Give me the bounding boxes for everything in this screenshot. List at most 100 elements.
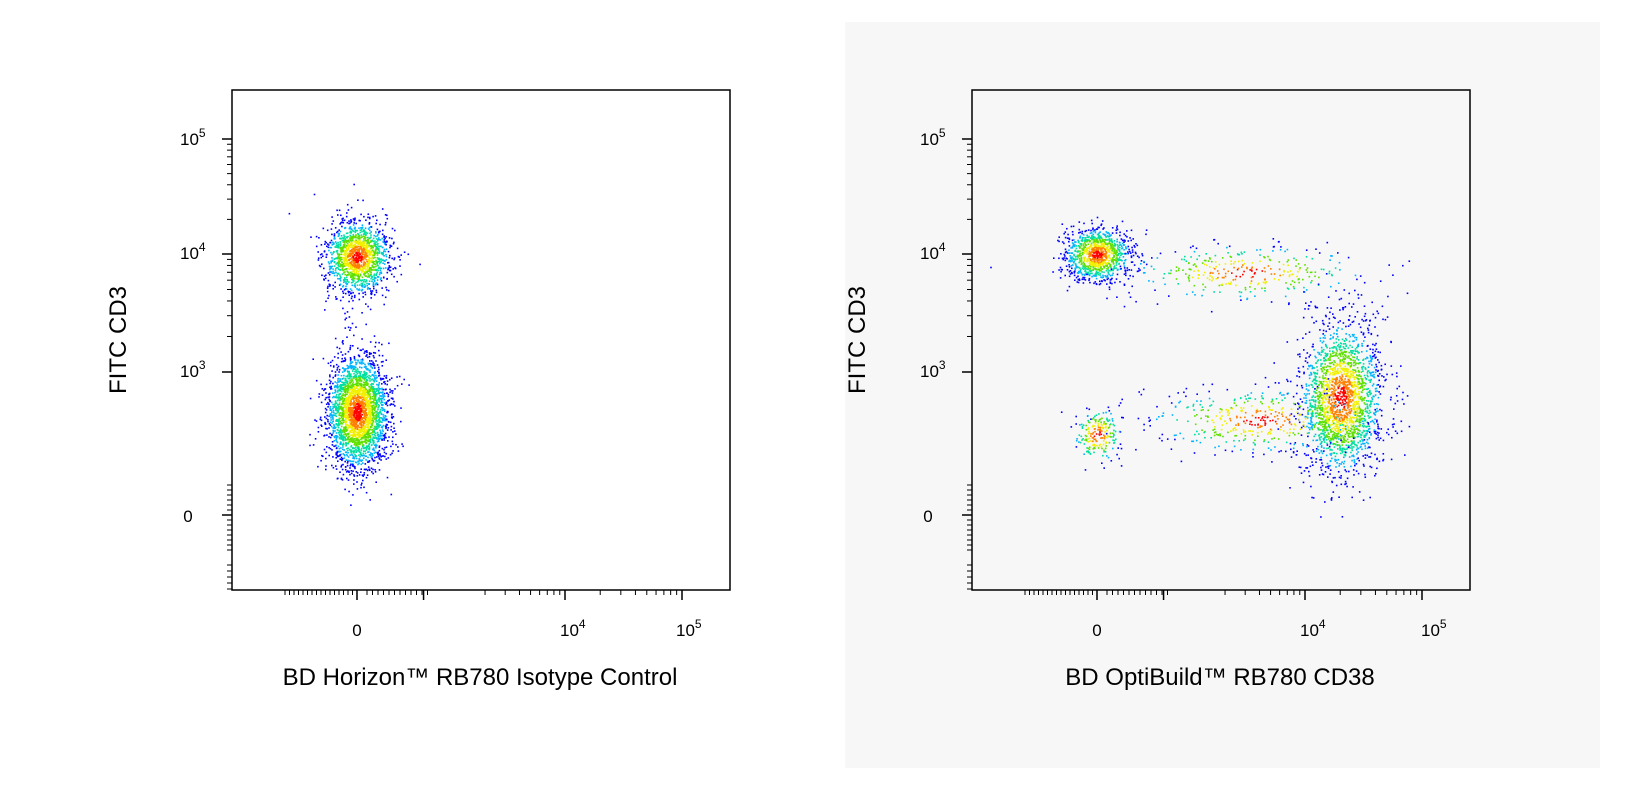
left-event-dot	[378, 245, 381, 248]
left-event-dot	[330, 388, 333, 390]
right-event-dot	[1081, 253, 1084, 256]
left-event-dot	[359, 243, 361, 245]
left-event-dot	[350, 248, 353, 251]
left-event-dot	[371, 366, 374, 369]
left-event-dot	[377, 258, 380, 260]
left-event-dot	[383, 235, 385, 237]
left-event-dot	[381, 343, 383, 346]
left-event-dot	[397, 450, 400, 452]
left-event-dot	[345, 451, 348, 454]
left-event-dot	[356, 488, 359, 490]
left-event-dot	[357, 274, 359, 276]
left-event-dot	[338, 245, 340, 247]
left-event-dot	[350, 380, 353, 382]
left-event-dot	[355, 234, 357, 236]
left-event-dot	[338, 262, 340, 265]
left-event-dot	[371, 397, 374, 400]
left-event-dot	[360, 371, 363, 373]
left-event-dot	[343, 237, 345, 240]
left-event-dot	[339, 247, 342, 249]
left-event-dot	[365, 219, 367, 221]
left-event-dot	[342, 360, 345, 362]
left-event-dot	[351, 256, 353, 259]
left-event-dot	[347, 366, 350, 369]
left-event-dot	[381, 388, 383, 391]
right-event-dot	[1081, 238, 1083, 241]
left-event-dot	[365, 256, 367, 258]
left-event-dot	[390, 403, 392, 405]
left-event-dot	[359, 229, 362, 231]
left-event-dot	[338, 422, 340, 424]
left-event-dot	[366, 460, 369, 463]
left-event-dot	[353, 375, 355, 378]
left-event-dot	[375, 413, 378, 416]
left-event-dot	[382, 267, 385, 270]
left-event-dot	[350, 376, 353, 378]
left-event-dot	[349, 438, 351, 440]
left-event-dot	[355, 437, 357, 440]
left-event-dot	[342, 264, 344, 267]
left-event-dot	[334, 227, 337, 229]
left-event-dot	[342, 263, 345, 265]
left-event-dot	[373, 398, 376, 401]
right-event-dot	[1094, 239, 1096, 241]
left-event-dot	[340, 253, 343, 256]
right-event-dot	[1096, 253, 1098, 255]
left-event-dot	[371, 422, 374, 424]
left-event-dot	[366, 390, 369, 393]
left-event-dot	[367, 394, 369, 397]
left-event-dot	[358, 433, 360, 436]
left-event-dot	[352, 248, 355, 250]
left-event-dot	[394, 388, 396, 390]
left-event-dot	[357, 449, 360, 452]
left-event-dot	[369, 365, 372, 367]
right-event-dot	[1063, 242, 1065, 245]
left-event-dot	[336, 441, 339, 444]
left-event-dot	[350, 237, 353, 239]
left-event-dot	[372, 430, 374, 433]
left-event-dot	[374, 263, 377, 266]
right-event-dot	[1063, 232, 1065, 235]
left-event-dot	[375, 289, 378, 292]
left-event-dot	[351, 411, 354, 414]
left-event-dot	[330, 419, 332, 421]
left-event-dot	[344, 278, 346, 281]
left-event-dot	[360, 435, 362, 437]
right-event-dot	[1072, 257, 1075, 260]
left-event-dot	[367, 392, 369, 395]
right-event-dot	[1080, 272, 1083, 274]
left-event-dot	[317, 257, 320, 259]
left-event-dot	[363, 395, 365, 398]
left-event-dot	[391, 417, 393, 419]
left-event-dot	[361, 224, 364, 226]
left-event-dot	[351, 378, 353, 380]
left-event-dot	[346, 403, 348, 406]
left-event-dot	[335, 432, 338, 434]
left-event-dot	[337, 277, 339, 280]
left-event-dot	[365, 398, 368, 401]
left-event-dot	[346, 274, 348, 277]
left-event-dot	[382, 262, 384, 264]
left-event-dot	[343, 404, 346, 406]
left-event-dot	[365, 455, 368, 457]
left-event-dot	[358, 252, 360, 254]
left-event-dot	[368, 403, 370, 405]
left-event-dot	[332, 466, 335, 469]
left-event-dot	[357, 417, 360, 420]
left-event-dot	[383, 408, 386, 411]
left-event-dot	[322, 357, 325, 360]
left-event-dot	[347, 246, 350, 248]
left-event-dot	[373, 269, 375, 271]
left-event-dot	[381, 354, 384, 357]
left-event-dot	[353, 355, 356, 358]
left-event-dot	[369, 390, 371, 393]
left-event-dot	[328, 268, 331, 271]
left-event-dot	[353, 183, 355, 186]
left-event-dot	[355, 326, 357, 328]
right-event-dot	[1094, 231, 1097, 234]
left-event-dot	[393, 422, 395, 425]
left-event-dot	[368, 439, 371, 441]
right-event-dot	[1107, 262, 1109, 264]
left-event-dot	[359, 252, 361, 255]
left-event-dot	[369, 398, 372, 400]
